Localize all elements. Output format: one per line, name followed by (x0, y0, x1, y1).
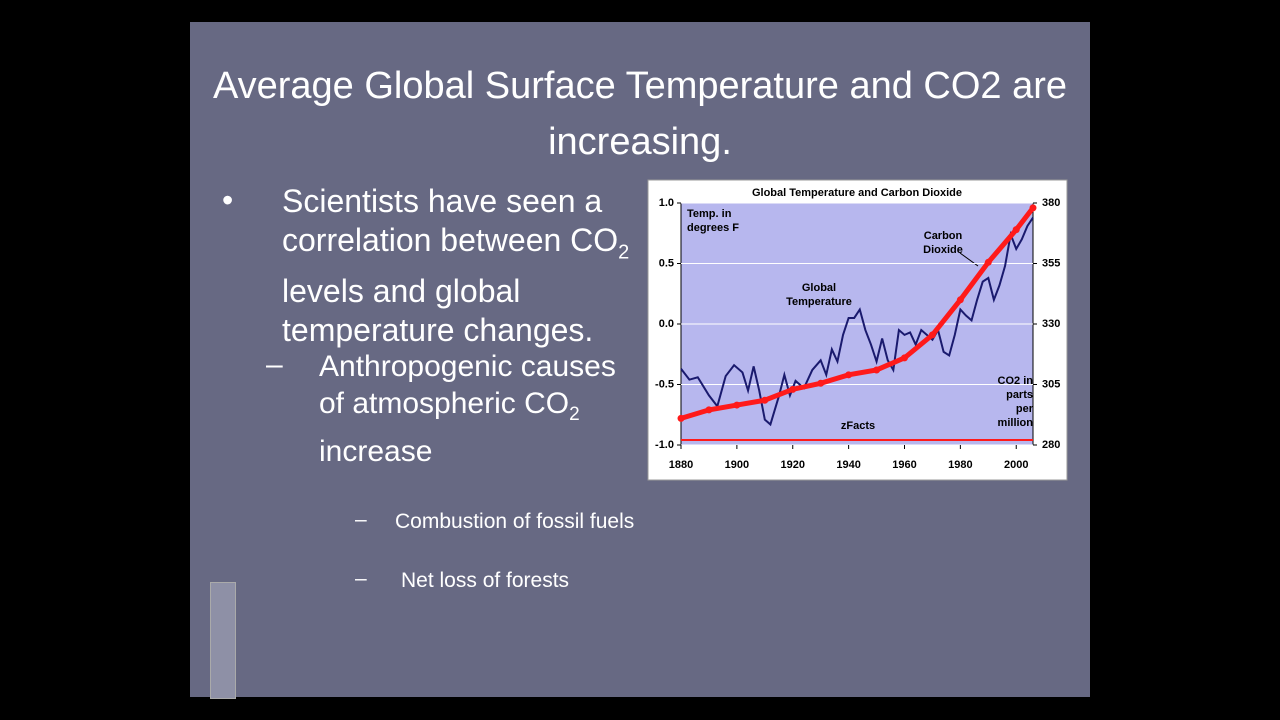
point (1029, 204, 1037, 212)
bullet-marker: – (266, 348, 283, 381)
point (705, 406, 713, 414)
bullet: Net loss of forests (401, 569, 570, 592)
x-tick-label: 1960 (892, 459, 916, 471)
y-axis-label: Temp. in degrees F (687, 208, 739, 234)
y2-axis-label: CO2 in parts per million (997, 375, 1033, 429)
y-tick-label: 1.0 (659, 197, 674, 209)
bullet-marker: – (355, 508, 367, 531)
source: zFacts (841, 420, 875, 432)
x-tick-label: 1980 (948, 459, 972, 471)
x-tick-label: 1900 (725, 459, 749, 471)
y-tick-label: -0.5 (655, 378, 674, 390)
text: increase (319, 435, 433, 468)
point (928, 331, 936, 339)
x-tick-label: 1940 (836, 459, 860, 471)
chart-title: Global Temperature and Carbon Dioxide (752, 187, 962, 199)
y2-tick-label: 355 (1042, 257, 1060, 269)
point (677, 414, 685, 422)
x-tick-label: 2000 (1004, 459, 1028, 471)
y-tick-label: 0.5 (659, 257, 674, 269)
point (873, 366, 881, 374)
series-label: Global Temperature (786, 282, 852, 308)
point (761, 396, 769, 404)
text: levels and global temperature changes. (282, 273, 594, 349)
y2-tick-label: 280 (1042, 439, 1060, 451)
bullet: Anthropogenic causes of atmospheric CO2 … (319, 348, 619, 470)
toolbar[interactable] (210, 582, 236, 699)
y2-tick-label: 330 (1042, 318, 1060, 330)
point (900, 354, 908, 362)
bullet-marker: – (355, 567, 367, 590)
point (789, 385, 797, 393)
point (817, 379, 825, 387)
point (984, 258, 992, 266)
x-tick-label: 1880 (669, 459, 693, 471)
y-tick-label: 0.0 (659, 318, 674, 330)
subscript: 2 (569, 404, 580, 425)
x-tick-label: 1920 (781, 459, 805, 471)
point (845, 371, 853, 379)
point (733, 401, 741, 409)
point (956, 296, 964, 304)
series-line (680, 216, 1034, 427)
y2-tick-label: 380 (1042, 197, 1060, 209)
series-line (680, 206, 1035, 421)
slide-title: Average Global Surface Temperature and C… (212, 65, 1068, 163)
point (1012, 226, 1020, 234)
bullet-marker: • (222, 182, 234, 218)
bullet: Combustion of fossil fuels (395, 510, 635, 533)
text: Anthropogenic causes of atmospheric CO (319, 350, 616, 420)
bullet: Scientists have seen a correlation betwe… (282, 182, 647, 350)
series-label: Carbon Dioxide (923, 230, 963, 256)
y2-tick-label: 305 (1042, 378, 1060, 390)
y-tick-label: -1.0 (655, 439, 674, 451)
subscript: 2 (618, 241, 630, 264)
text: Scientists have seen a correlation betwe… (282, 183, 619, 258)
